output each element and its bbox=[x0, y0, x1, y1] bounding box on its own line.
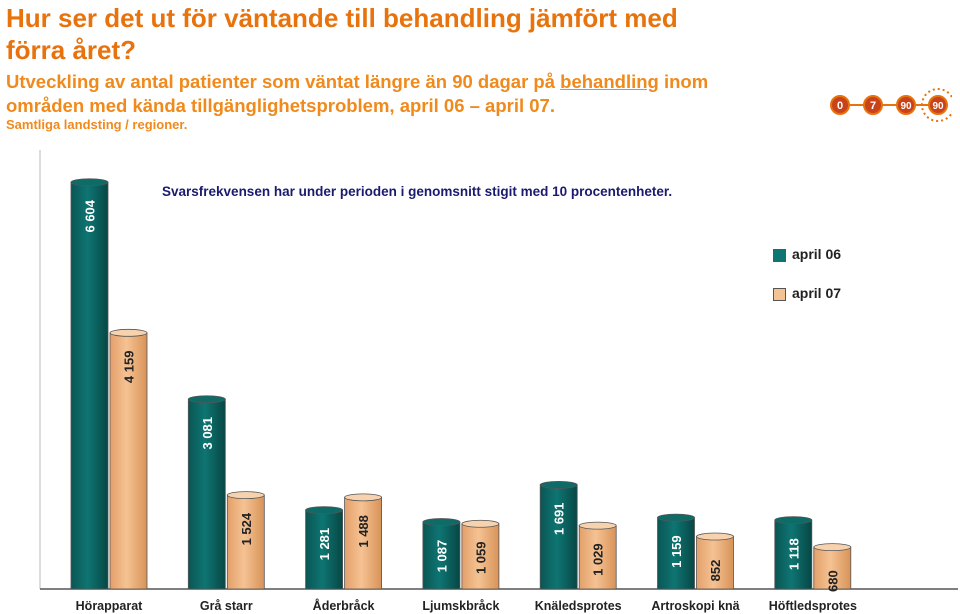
data-label-april07-2: 1 488 bbox=[356, 515, 371, 548]
bar-april06-1 bbox=[187, 395, 226, 590]
category-label-1: Grå starr bbox=[200, 599, 253, 613]
bar-april07-4 bbox=[578, 521, 617, 590]
data-label-april06-0: 6 604 bbox=[82, 199, 97, 232]
data-label-april06-4: 1 691 bbox=[552, 503, 567, 536]
bar-april06-0 bbox=[70, 178, 109, 590]
bar-april06-6 bbox=[774, 516, 813, 590]
logo-circle-1: 0 bbox=[830, 95, 850, 115]
bar-april07-2 bbox=[344, 493, 383, 590]
logo-circle-2-text: 7 bbox=[870, 100, 876, 112]
chart-subtitle: Utveckling av antal patienter som väntat… bbox=[6, 70, 726, 118]
logo-0-7-90-90: 0 7 90 90 bbox=[830, 88, 952, 122]
logo-circle-3: 90 bbox=[896, 95, 916, 115]
data-label-april07-5: 852 bbox=[708, 560, 723, 582]
subtitle-part2: inom områden med kända tillgänglighetspr… bbox=[6, 71, 709, 116]
data-label-april07-3: 1 059 bbox=[473, 541, 488, 574]
bar-april07-5 bbox=[696, 532, 734, 590]
category-label-4: Knäledsprotes bbox=[535, 599, 622, 613]
data-label-april06-5: 1 159 bbox=[669, 535, 684, 568]
data-label-april07-4: 1 029 bbox=[591, 543, 606, 576]
subtitle-underlined: behandling bbox=[560, 71, 659, 92]
category-label-6: Höftledsprotes bbox=[769, 599, 857, 613]
bar-chart: 6 604 4 159 Hörapparat 3 081 1 524 Grå starr 1… bbox=[39, 150, 958, 613]
category-label-2: Åderbråck bbox=[313, 598, 375, 613]
bar-april07-1 bbox=[226, 491, 265, 590]
response-rate-note: Svarsfrekvensen har under perioden i gen… bbox=[162, 184, 673, 199]
data-label-april06-3: 1 087 bbox=[434, 540, 449, 573]
category-label-3: Ljumskbråck bbox=[422, 599, 499, 613]
logo-circle-3-text: 90 bbox=[900, 101, 912, 112]
logo-circle-4-text: 90 bbox=[932, 101, 944, 112]
data-label-april06-2: 1 281 bbox=[317, 528, 332, 561]
data-label-april07-0: 4 159 bbox=[122, 351, 137, 384]
legend-swatch-april06 bbox=[773, 249, 786, 262]
category-label-0: Hörapparat bbox=[76, 599, 144, 613]
category-label-5: Artroskopi knä bbox=[651, 599, 739, 613]
bar-april07-6 bbox=[813, 543, 852, 590]
logo-circle-4: 90 bbox=[928, 95, 948, 115]
bar-april07-3 bbox=[461, 519, 500, 590]
bar-april06-5 bbox=[657, 513, 695, 590]
bar-april07-0 bbox=[109, 328, 148, 590]
logo-circle-1-text: 0 bbox=[837, 100, 843, 112]
data-label-april06-1: 3 081 bbox=[200, 417, 215, 450]
bar-april06-3 bbox=[422, 518, 461, 590]
source-text: Samtliga landsting / regioner. bbox=[6, 117, 188, 132]
subtitle-part1: Utveckling av antal patienter som väntat… bbox=[6, 71, 561, 92]
data-label-april07-1: 1 524 bbox=[239, 512, 254, 545]
legend-label-april07: april 07 bbox=[792, 285, 842, 301]
chart-title: Hur ser det ut för väntande till behandl… bbox=[6, 3, 678, 65]
bar-april06-4 bbox=[539, 480, 578, 590]
legend-swatch-april07 bbox=[773, 288, 786, 301]
data-label-april07-6: 680 bbox=[825, 570, 840, 592]
bar-april06-2 bbox=[305, 506, 344, 590]
logo-circle-2: 7 bbox=[863, 95, 883, 115]
data-label-april06-6: 1 118 bbox=[786, 538, 801, 570]
legend-label-april06: april 06 bbox=[792, 246, 842, 262]
